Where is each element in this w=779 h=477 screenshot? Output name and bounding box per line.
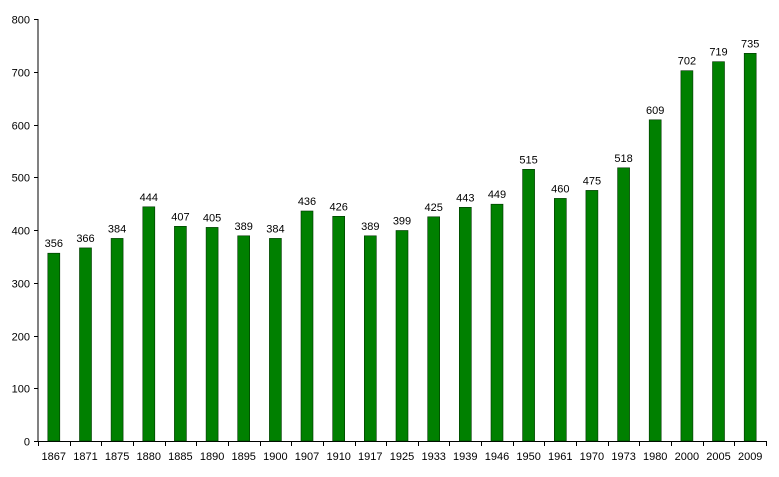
bar-1946 <box>490 203 504 442</box>
bar-1871 <box>79 247 92 442</box>
x-tick-label-2009: 2009 <box>738 451 762 463</box>
y-tick-label: 300 <box>12 279 30 291</box>
data-label-1970: 475 <box>583 175 601 187</box>
y-axis: 0 100 200 300 400 500 600 700 800 <box>12 15 39 449</box>
data-label-1933: 425 <box>425 202 443 214</box>
x-tick-label-1885: 1885 <box>168 451 192 463</box>
data-label-1875: 384 <box>108 223 126 235</box>
data-label-1885: 407 <box>171 211 189 223</box>
x-tick-label-1970: 1970 <box>580 451 604 463</box>
data-label-1867: 356 <box>45 238 63 250</box>
x-tick-label-2000: 2000 <box>675 451 699 463</box>
bar-1933 <box>427 216 441 442</box>
data-label-2000: 702 <box>678 56 696 68</box>
x-tick-label-1871: 1871 <box>73 451 97 463</box>
data-label-1939: 443 <box>456 192 474 204</box>
x-tick-label-1946: 1946 <box>485 451 509 463</box>
bar-1939 <box>458 207 472 442</box>
bar-1980 <box>648 119 662 442</box>
data-label-1880: 444 <box>140 192 158 204</box>
bar-1973 <box>617 167 630 442</box>
data-label-1946: 449 <box>488 189 506 201</box>
x-tick-label-1973: 1973 <box>611 451 635 463</box>
bar-2005 <box>712 61 725 442</box>
x-tick-label-1950: 1950 <box>516 451 540 463</box>
bar-1970 <box>585 190 599 442</box>
data-label-1907: 436 <box>298 196 316 208</box>
x-tick-label-1939: 1939 <box>453 451 477 463</box>
x-tick-label-1933: 1933 <box>421 451 445 463</box>
data-label-1890: 405 <box>203 212 221 224</box>
bar-1925 <box>395 230 409 442</box>
bar-1895 <box>237 235 250 442</box>
data-label-2009: 735 <box>741 38 759 50</box>
bar-1900 <box>269 238 282 442</box>
x-tick-label-1900: 1900 <box>263 451 287 463</box>
data-label-1980: 609 <box>646 105 664 117</box>
data-label-1961: 460 <box>551 183 569 195</box>
data-label-1895: 389 <box>235 221 253 233</box>
x-tick-label-1980: 1980 <box>643 451 667 463</box>
x-tick-label-1895: 1895 <box>231 451 255 463</box>
bar-1885 <box>174 226 187 442</box>
x-tick-label-2005: 2005 <box>706 451 730 463</box>
bar-1917 <box>363 235 377 442</box>
data-label-1973: 518 <box>614 153 632 165</box>
x-tick-label-1880: 1880 <box>137 451 161 463</box>
x-tick-label-1925: 1925 <box>390 451 414 463</box>
bar-1875 <box>110 238 124 442</box>
x-tick-label-1867: 1867 <box>42 451 66 463</box>
x-tick-label-1875: 1875 <box>105 451 129 463</box>
data-label-1910: 426 <box>330 201 348 213</box>
y-tick-label: 500 <box>12 173 30 185</box>
bar-1950 <box>522 169 535 442</box>
x-axis: 1867 1871 1875 1880 1885 1890 1895 1900 1907 1910… <box>38 441 767 463</box>
data-label-1871: 366 <box>76 233 94 245</box>
y-tick-label: 100 <box>12 384 30 396</box>
y-tick-label: 400 <box>12 226 30 238</box>
data-label-1900: 384 <box>266 223 284 235</box>
y-tick-label: 0 <box>24 437 30 449</box>
bar-1890 <box>205 227 219 442</box>
data-label-1917: 389 <box>361 221 379 233</box>
bar-series <box>47 52 757 442</box>
y-tick-label: 700 <box>12 68 30 80</box>
bar-2009 <box>743 52 757 442</box>
data-label-1950: 515 <box>519 154 537 166</box>
bar-2000 <box>680 70 694 442</box>
data-label-2005: 719 <box>709 47 727 59</box>
data-label-1925: 399 <box>393 216 411 228</box>
x-tick-label-1917: 1917 <box>358 451 382 463</box>
bar-1910 <box>332 216 346 442</box>
data-labels: 356 366 384 444 407 405 389 384 436 426 389 399 425 4… <box>45 38 760 250</box>
x-tick-label-1961: 1961 <box>548 451 572 463</box>
bar-1907 <box>300 210 314 442</box>
y-tick-label: 200 <box>12 332 30 344</box>
bar-1961 <box>553 198 567 442</box>
bar-1880 <box>142 206 156 442</box>
x-tick-label-1910: 1910 <box>326 451 350 463</box>
x-tick-label-1907: 1907 <box>295 451 319 463</box>
y-tick-label: 600 <box>12 121 30 133</box>
bar-1867 <box>47 252 61 442</box>
x-tick-label-1890: 1890 <box>200 451 224 463</box>
y-tick-label: 800 <box>12 15 30 27</box>
